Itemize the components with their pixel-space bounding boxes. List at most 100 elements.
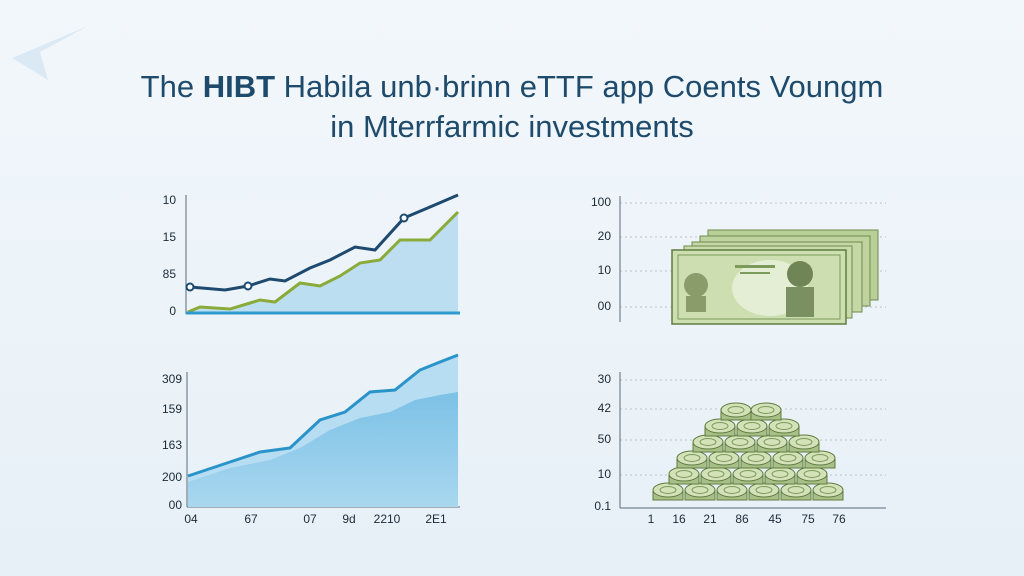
coin-inner bbox=[757, 406, 775, 414]
x-tick-label: 16 bbox=[672, 512, 686, 526]
coin-inner bbox=[771, 470, 789, 478]
x-tick-label: 75 bbox=[801, 512, 815, 526]
y-tick-label: 42 bbox=[598, 401, 612, 415]
coin-inner bbox=[707, 470, 725, 478]
y-tick-label: 85 bbox=[163, 267, 177, 281]
y-tick-label: 0.1 bbox=[594, 499, 611, 513]
coin-inner bbox=[715, 454, 733, 462]
title-line-1: The HIBT Habila unb·brinn eTTF app Coent… bbox=[141, 69, 884, 104]
coin-inner bbox=[691, 486, 709, 494]
y-tick-label: 20 bbox=[598, 229, 612, 243]
coin-inner bbox=[743, 422, 761, 430]
y-tick-label: 163 bbox=[162, 438, 182, 452]
coin-top bbox=[768, 418, 800, 434]
coin-inner bbox=[803, 470, 821, 478]
coin-inner bbox=[711, 422, 729, 430]
coin-top bbox=[724, 434, 756, 450]
coin-top bbox=[796, 466, 828, 482]
x-tick-label: 67 bbox=[244, 512, 258, 526]
coin-top bbox=[692, 434, 724, 450]
coin-top bbox=[750, 402, 782, 418]
x-tick-label: 1 bbox=[648, 512, 655, 526]
y-tick-label: 309 bbox=[162, 372, 182, 386]
marker bbox=[185, 282, 195, 292]
marker bbox=[399, 213, 409, 223]
coin-inner bbox=[723, 486, 741, 494]
coin-inner bbox=[763, 438, 781, 446]
coin-top bbox=[732, 466, 764, 482]
y-tick-label: 30 bbox=[598, 372, 612, 386]
y-tick-label: 50 bbox=[598, 432, 612, 446]
x-tick-label: 76 bbox=[832, 512, 846, 526]
y-tick-label: 10 bbox=[598, 467, 612, 481]
coin-inner bbox=[779, 454, 797, 462]
coin-top bbox=[788, 434, 820, 450]
coin-inner bbox=[787, 486, 805, 494]
coin-top bbox=[684, 482, 716, 498]
y-tick-label: 00 bbox=[598, 299, 612, 313]
x-tick-label: 2210 bbox=[374, 512, 401, 526]
x-tick-label: 86 bbox=[735, 512, 749, 526]
coin-top bbox=[716, 482, 748, 498]
y-tick-label: 00 bbox=[169, 498, 183, 512]
x-tick-label: 9d bbox=[342, 512, 355, 526]
x-tick-label: 04 bbox=[184, 512, 198, 526]
panel-top-left bbox=[185, 193, 460, 315]
coin-top bbox=[676, 450, 708, 466]
coin-top bbox=[700, 466, 732, 482]
area bbox=[188, 212, 458, 312]
coin-top bbox=[668, 466, 700, 482]
coin-inner bbox=[683, 454, 701, 462]
coin-inner bbox=[755, 486, 773, 494]
coin-top bbox=[764, 466, 796, 482]
coin-inner bbox=[659, 486, 677, 494]
coin-top bbox=[748, 482, 780, 498]
line bbox=[187, 353, 459, 478]
coin-inner bbox=[727, 406, 745, 414]
title-rest: Habila unb·brinn eTTF app Coents Voungm bbox=[275, 69, 883, 104]
coin-inner bbox=[819, 486, 837, 494]
x-tick-label: 45 bbox=[768, 512, 782, 526]
coin-top bbox=[740, 450, 772, 466]
x-tick-label: 21 bbox=[703, 512, 717, 526]
panel-bottom-left bbox=[186, 353, 460, 508]
coin-inner bbox=[731, 438, 749, 446]
coin-inner bbox=[775, 422, 793, 430]
paper-plane-icon bbox=[12, 26, 88, 80]
line-green bbox=[187, 210, 460, 314]
coin-top bbox=[652, 482, 684, 498]
title-line-2: in Mterrfarmic investments bbox=[330, 109, 693, 144]
x-tick-label: 2E1 bbox=[425, 512, 447, 526]
coin-inner bbox=[699, 438, 717, 446]
y-tick-label: 159 bbox=[162, 402, 182, 416]
area-dark bbox=[188, 392, 458, 507]
y-tick-label: 100 bbox=[591, 195, 611, 209]
title-prefix: The bbox=[141, 69, 203, 104]
y-tick-label: 0 bbox=[169, 304, 176, 318]
coin-top bbox=[720, 402, 752, 418]
x-tick-label: 07 bbox=[303, 512, 317, 526]
coin-top bbox=[736, 418, 768, 434]
coin-top bbox=[804, 450, 836, 466]
coin-inner bbox=[811, 454, 829, 462]
coin-inner bbox=[747, 454, 765, 462]
coin-inner bbox=[795, 438, 813, 446]
y-tick-label: 15 bbox=[163, 230, 177, 244]
coin-top bbox=[780, 482, 812, 498]
coin-pile bbox=[652, 402, 844, 501]
coin-top bbox=[708, 450, 740, 466]
banknote-stack bbox=[671, 229, 879, 325]
coin-top bbox=[772, 450, 804, 466]
coin-inner bbox=[675, 470, 693, 478]
title-bold: HIBT bbox=[203, 69, 275, 104]
y-tick-label: 10 bbox=[598, 263, 612, 277]
coin-top bbox=[756, 434, 788, 450]
panel-top-right bbox=[619, 196, 886, 325]
grid bbox=[620, 379, 886, 476]
coin-inner bbox=[739, 470, 757, 478]
coin-top bbox=[704, 418, 736, 434]
y-tick-label: 10 bbox=[163, 193, 177, 207]
marker bbox=[243, 281, 253, 291]
